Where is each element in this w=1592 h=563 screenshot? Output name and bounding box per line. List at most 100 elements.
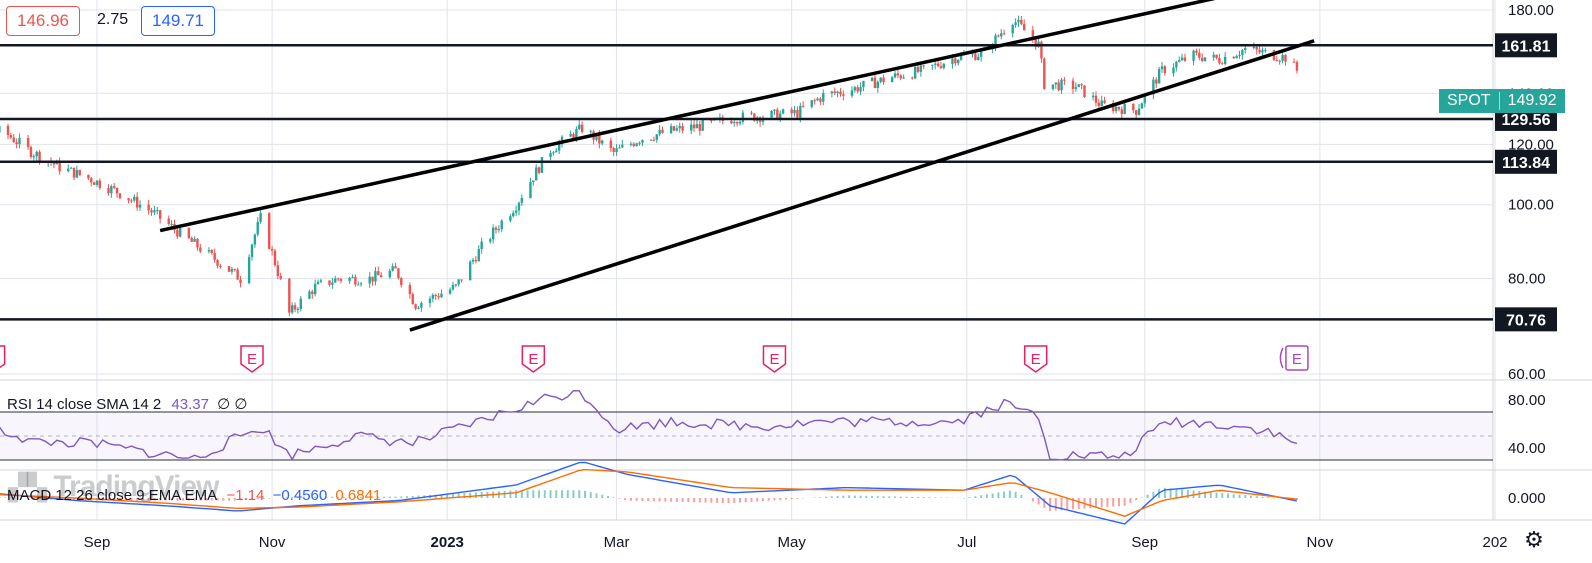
candle-body [1143,94,1146,104]
macd-hist-bar [1008,490,1011,498]
trend-channel[interactable] [159,0,1315,332]
earnings-marker-box [521,345,546,373]
earnings-markers[interactable]: EEEEEE [0,345,1309,373]
macd-hist-bar [583,490,586,498]
candle-body [575,129,578,139]
time-axis[interactable]: Sep Nov 2023 Mar May Jul Sep Nov 202 [84,534,1508,551]
channel-line [159,0,1216,233]
macd-hist-bar [463,493,466,498]
macd-hist-bar [1221,493,1224,498]
candle-body [259,213,262,222]
macd-hist-bar [38,498,41,499]
price-tick-label: 80.00 [1508,271,1546,288]
candle-body [580,124,584,132]
candle-body [649,139,653,141]
candle-body [354,276,357,285]
candle-body [87,174,90,179]
candle-body [270,248,274,251]
macd-hist-bar [710,498,713,503]
candle-body [1215,54,1218,59]
candle-body [810,100,813,107]
macd-hist-bar [865,495,868,498]
macd-hist-bar [233,498,236,501]
horizontal-levels[interactable]: 161.81 129.56 113.84 70.76 [0,33,1557,332]
macd-hist-bar [704,498,707,503]
macd-hist-bar [784,498,787,500]
candle-body [529,181,532,198]
earnings-marker-label: E [528,351,538,368]
rsi-label: RSI 14 close SMA 14 2 [7,396,162,413]
bid-price[interactable]: 146.96 [6,6,80,36]
macd-hist-bar [687,498,690,503]
earnings-marker-box [240,345,264,373]
macd-hist-bar [520,490,523,498]
candle-body [1112,102,1115,112]
macd-hist-bar [515,490,518,498]
candle-body [1200,57,1204,61]
candle-body [1114,106,1118,112]
candle-body [239,279,242,284]
level-label-bg [1495,307,1557,332]
price-tick-label: 180.00 [1508,2,1554,19]
candle-body [692,124,696,129]
macd-hist-bar [555,490,558,498]
candle-body [411,294,414,305]
candle-body [560,136,564,144]
macd-hist-bar [222,498,225,501]
price-axis[interactable]: 180.00140.00120.00100.0080.0060.0080.004… [1508,2,1554,507]
macd-hist-bar [1232,494,1235,498]
rsi-legend[interactable]: RSI 14 close SMA 14 2 43.37 ∅ ∅ [7,395,247,413]
ask-price[interactable]: 149.71 [141,6,215,36]
macd-hist-bar [417,495,420,498]
candle-body [939,66,943,68]
macd-hist-bar [566,490,569,498]
candle-body [118,193,122,199]
candle-body [279,276,282,279]
macd-hist-bar [1014,491,1017,498]
candle-body [1017,19,1020,23]
macd-hist-bar [911,496,914,498]
candle-body [196,238,199,248]
candle-body [534,167,538,181]
macd-hist-bar [916,496,919,498]
macd-hist-bar [319,496,322,498]
macd-hist-bar [716,498,719,503]
candle-body [1120,109,1124,114]
candle-body [1091,95,1095,98]
candle-body [331,282,334,285]
candle-body [110,186,113,194]
macd-hist-bar [1140,497,1143,498]
macd-legend[interactable]: MACD 12 26 close 9 EMA EMA −1.14 −0.4560… [7,487,381,504]
candle-body [509,216,512,221]
candle-body [95,180,99,185]
earnings-marker: E [240,345,264,373]
macd-hist-bar [331,496,334,498]
earnings-marker-label: E [247,351,257,368]
candle-body [1140,103,1144,109]
candle-body [308,291,311,299]
macd-hist-bar [1049,498,1052,511]
symbol-price-tag[interactable]: SPOT 149.92 [1439,89,1565,113]
macd-tick-label: 0.000 [1508,490,1546,507]
level-label: 70.76 [1506,312,1546,329]
macd-hist-bar [1255,496,1258,498]
gear-icon[interactable]: ⚙ [1524,527,1544,552]
candle-body [497,229,501,231]
candle-body [474,259,478,262]
candle-body [156,210,159,212]
macd-hist-bar [302,496,305,498]
candle-body [862,80,865,88]
earnings-marker-box [762,345,787,373]
macd-hist-bar [348,496,351,498]
candle-body [931,64,934,66]
candle-body [922,65,925,67]
candle-body [1235,56,1238,59]
macd-hist-bar [296,496,299,498]
candle-body [569,133,572,137]
candle-body [793,110,796,114]
macd-hist-bar [1123,498,1126,506]
macd-hist-bar [170,498,173,501]
macd-hist-bar [84,498,87,501]
candle-body [477,248,480,262]
